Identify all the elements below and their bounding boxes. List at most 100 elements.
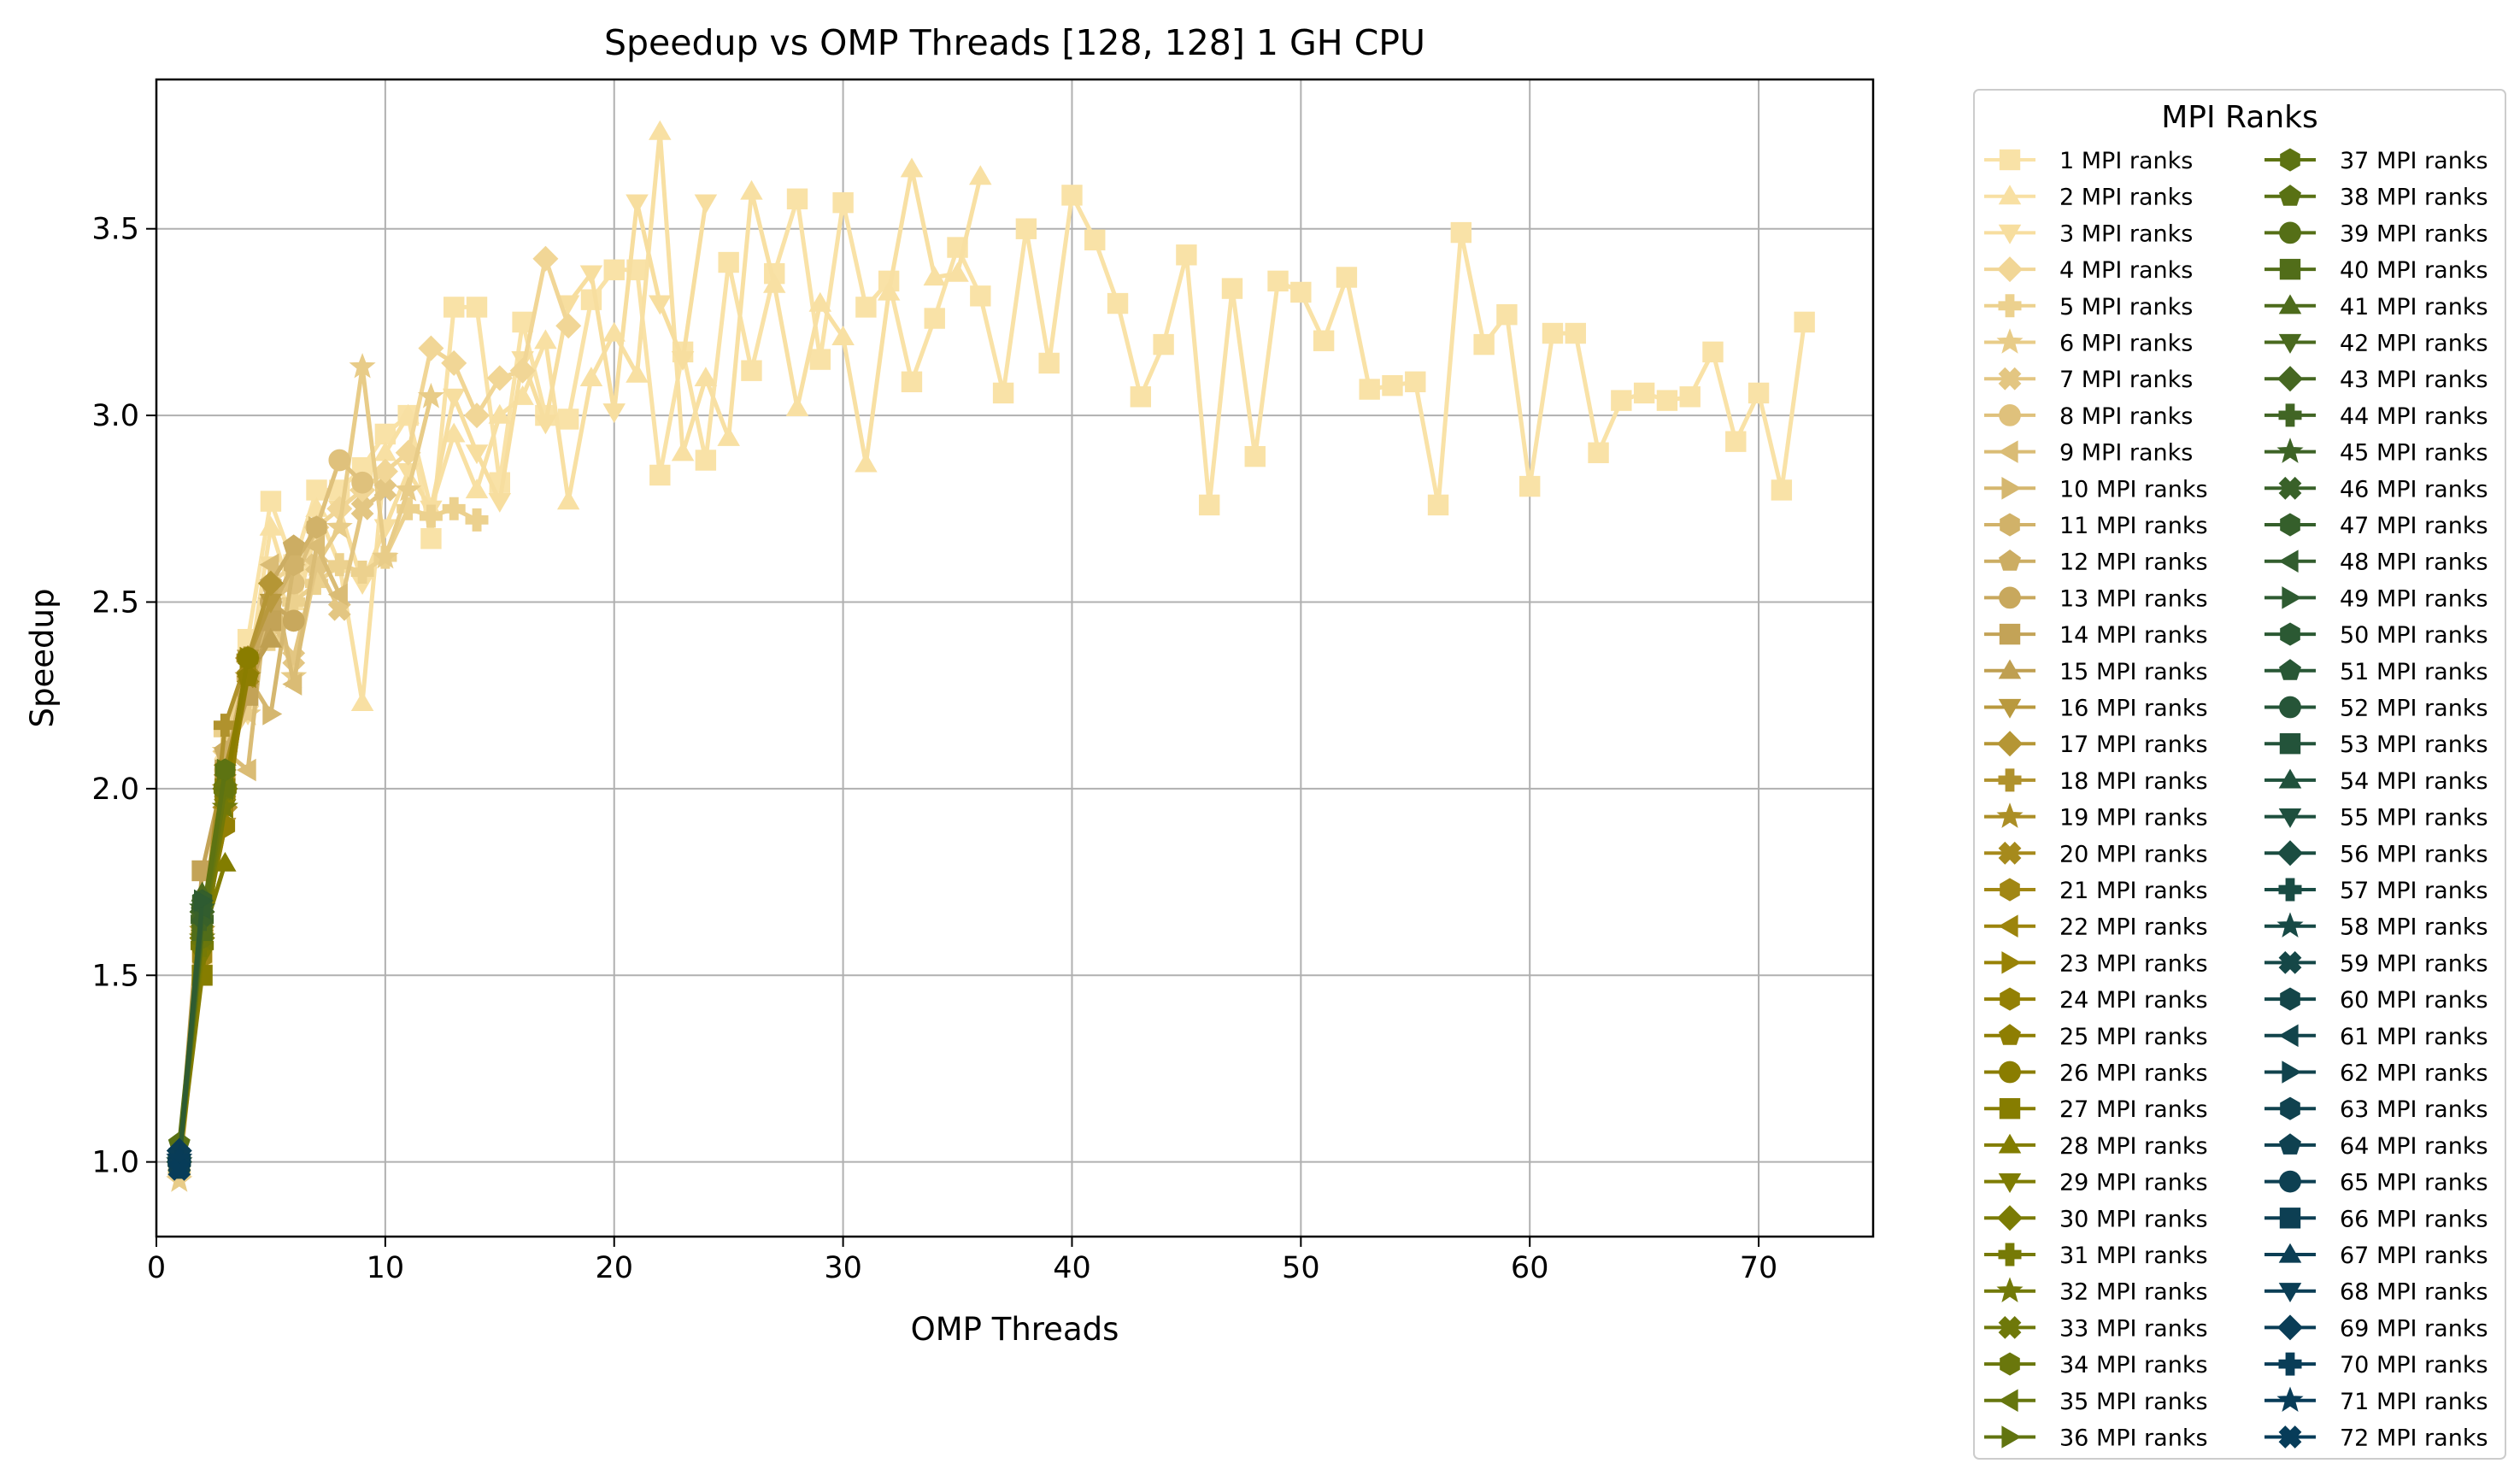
legend-label: 27 MPI ranks <box>2059 1096 2208 1123</box>
y-tick-label: 2.5 <box>91 585 139 620</box>
data-point <box>1633 382 1655 404</box>
legend-entry: 27 MPI ranks <box>1984 1096 2208 1123</box>
legend-entry: 29 MPI ranks <box>1984 1170 2208 1196</box>
legend-label: 55 MPI ranks <box>2340 805 2488 832</box>
legend-marker <box>2001 477 2022 500</box>
data-point <box>1198 494 1220 516</box>
data-point <box>1153 333 1174 356</box>
legend-entry: 2 MPI ranks <box>1984 185 2193 211</box>
legend-label: 57 MPI ranks <box>2340 878 2488 904</box>
data-point <box>649 120 672 140</box>
data-point <box>486 365 513 391</box>
legend-marker <box>2280 513 2300 537</box>
data-point <box>924 308 945 329</box>
y-tick-label: 3.5 <box>91 213 139 247</box>
legend-entry: 23 MPI ranks <box>1984 950 2208 977</box>
data-point <box>1679 386 1701 408</box>
data-point <box>694 367 718 386</box>
data-point <box>923 266 946 286</box>
data-point <box>1244 445 1266 467</box>
legend-marker <box>1998 185 2022 205</box>
legend-marker <box>2278 1243 2302 1263</box>
x-tick-label: 30 <box>824 1251 862 1285</box>
legend-label: 13 MPI ranks <box>2059 585 2208 612</box>
legend-label: 54 MPI ranks <box>2340 768 2488 795</box>
legend-entry: 10 MPI ranks <box>1984 476 2208 502</box>
data-point <box>763 273 786 293</box>
data-point <box>695 450 717 471</box>
legend-entry: 26 MPI ranks <box>1984 1061 2208 1087</box>
data-point <box>1725 431 1747 452</box>
y-axis-label: Speedup <box>24 589 61 728</box>
legend-marker <box>2276 366 2304 392</box>
legend-label: 48 MPI ranks <box>2340 549 2488 576</box>
legend-label: 58 MPI ranks <box>2340 914 2488 941</box>
legend-marker <box>1998 841 2022 865</box>
legend-entry: 38 MPI ranks <box>2264 185 2488 211</box>
data-point <box>1336 267 1358 288</box>
legend-label: 65 MPI ranks <box>2340 1170 2488 1196</box>
legend-entry: 65 MPI ranks <box>2264 1170 2488 1196</box>
legend-label: 69 MPI ranks <box>2340 1315 2488 1342</box>
legend-entry: 24 MPI ranks <box>1984 987 2208 1014</box>
legend-marker <box>1998 1133 2022 1154</box>
data-point <box>1748 382 1770 404</box>
data-point <box>305 534 326 558</box>
data-point <box>465 508 489 532</box>
data-point <box>579 367 603 386</box>
legend-entry: 16 MPI ranks <box>1984 696 2208 722</box>
y-tick-label: 1.5 <box>91 959 139 993</box>
legend-marker <box>2278 333 2302 354</box>
legend-label: 36 MPI ranks <box>2059 1425 2208 1452</box>
data-point <box>328 449 351 472</box>
data-point <box>443 297 465 318</box>
data-point <box>855 452 878 473</box>
data-point <box>1519 475 1541 497</box>
data-point <box>831 325 855 345</box>
x-axis-label: OMP Threads <box>911 1311 1119 1348</box>
data-point <box>397 403 420 424</box>
legend-label: 12 MPI ranks <box>2059 549 2208 576</box>
data-point <box>351 471 373 494</box>
legend-label: 32 MPI ranks <box>2059 1279 2208 1306</box>
legend-label: 72 MPI ranks <box>2340 1425 2488 1452</box>
legend-entry: 53 MPI ranks <box>2264 732 2488 758</box>
plot-area <box>166 120 1815 1192</box>
data-point <box>785 396 809 416</box>
data-point <box>465 444 489 465</box>
data-point <box>1221 278 1243 299</box>
legend-marker <box>2280 987 2300 1011</box>
legend-entry: 30 MPI ranks <box>1984 1205 2208 1232</box>
legend-entry: 28 MPI ranks <box>1984 1133 2208 1160</box>
data-point <box>671 351 695 371</box>
legend-label: 46 MPI ranks <box>2340 476 2488 502</box>
data-point <box>1061 185 1083 206</box>
legend-label: 16 MPI ranks <box>2059 696 2208 722</box>
data-point <box>282 534 305 555</box>
legend-label: 49 MPI ranks <box>2340 585 2488 612</box>
data-point <box>808 291 832 312</box>
legend-frame <box>1973 89 2506 1460</box>
legend-label: 60 MPI ranks <box>2340 987 2488 1014</box>
data-point <box>1130 386 1152 408</box>
data-point <box>832 191 854 214</box>
x-tick-label: 10 <box>367 1251 405 1285</box>
legend-marker <box>1998 914 2018 937</box>
legend-marker <box>1998 1315 2022 1339</box>
legend-marker <box>2282 586 2302 609</box>
legend-entry: 69 MPI ranks <box>2264 1314 2488 1342</box>
legend-entry: 37 MPI ranks <box>2264 148 2488 174</box>
legend-marker <box>1998 698 2022 719</box>
y-tick-label: 2.0 <box>91 773 139 807</box>
legend-marker <box>2279 659 2301 680</box>
legend-marker <box>2279 1208 2301 1229</box>
legend-marker <box>2276 840 2304 867</box>
data-point <box>259 515 283 536</box>
legend-label: 62 MPI ranks <box>2340 1061 2488 1087</box>
data-point <box>1359 379 1380 400</box>
data-point <box>1450 221 1472 244</box>
legend-label: 71 MPI ranks <box>2340 1389 2488 1415</box>
legend-marker <box>1996 802 2024 828</box>
legend-marker <box>2279 221 2301 244</box>
legend-entry: 51 MPI ranks <box>2264 659 2488 685</box>
